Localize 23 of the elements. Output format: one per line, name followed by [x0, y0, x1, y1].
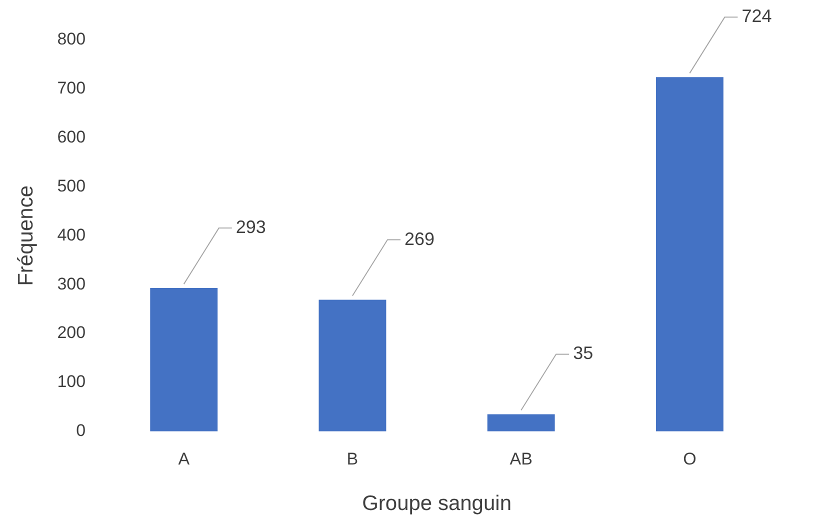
y-axis-title: Fréquence	[14, 185, 38, 286]
y-tick-label: 700	[57, 78, 86, 98]
x-tick-label: O	[683, 449, 696, 468]
y-tick-label: 500	[57, 176, 86, 196]
bar	[487, 414, 555, 432]
bar	[656, 77, 724, 432]
data-label: 724	[742, 6, 772, 26]
y-tick-label: 800	[57, 30, 86, 49]
y-tick-label: 300	[57, 274, 86, 294]
bar	[150, 288, 218, 432]
x-tick-label: A	[178, 449, 190, 468]
y-tick-label: 600	[57, 128, 86, 147]
y-tick-label: 100	[57, 372, 86, 392]
x-tick-label: AB	[510, 449, 532, 468]
y-tick-label: 400	[57, 225, 86, 244]
data-label: 293	[236, 217, 266, 238]
data-label: 35	[573, 343, 594, 364]
x-tick-label: B	[346, 449, 358, 468]
x-axis-title: Groupe sanguin	[362, 492, 512, 516]
y-tick-label: 0	[76, 421, 86, 440]
data-label: 269	[404, 228, 435, 249]
y-tick-label: 200	[57, 323, 86, 342]
bar	[318, 300, 386, 432]
